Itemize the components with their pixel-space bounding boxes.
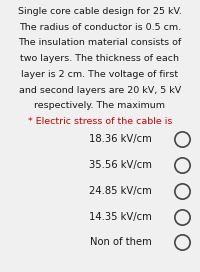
Text: Single core cable design for 25 kV.: Single core cable design for 25 kV. xyxy=(18,7,182,16)
Text: Non of them: Non of them xyxy=(90,237,152,247)
Text: The radius of conductor is 0.5 cm.: The radius of conductor is 0.5 cm. xyxy=(19,23,181,32)
Text: and second layers are 20 kV, 5 kV: and second layers are 20 kV, 5 kV xyxy=(19,86,181,95)
Text: 14.35 kV/cm: 14.35 kV/cm xyxy=(89,212,152,221)
Text: 24.85 kV/cm: 24.85 kV/cm xyxy=(89,186,152,196)
Text: layer is 2 cm. The voltage of first: layer is 2 cm. The voltage of first xyxy=(21,70,179,79)
Text: * Electric stress of the cable is: * Electric stress of the cable is xyxy=(28,117,172,126)
Text: 18.36 kV/cm: 18.36 kV/cm xyxy=(89,134,152,144)
Text: respectively. The maximum: respectively. The maximum xyxy=(35,101,166,110)
Text: 35.56 kV/cm: 35.56 kV/cm xyxy=(89,160,152,170)
Text: The insulation material consists of: The insulation material consists of xyxy=(18,38,182,47)
Text: two layers. The thickness of each: two layers. The thickness of each xyxy=(21,54,180,63)
